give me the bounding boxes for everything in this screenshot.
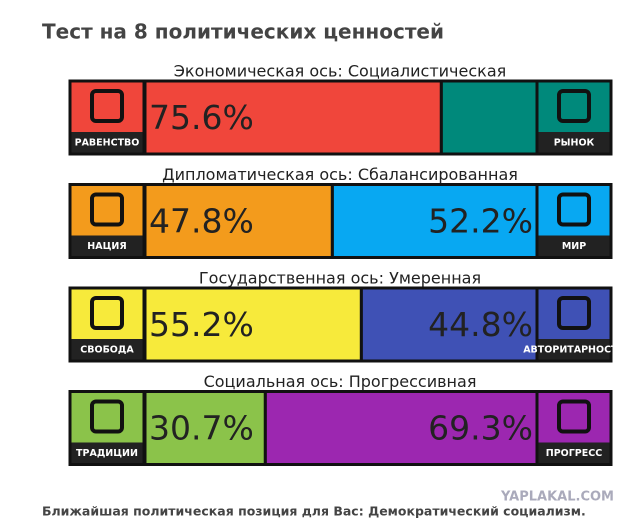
icon-symbol [557,296,591,330]
bar-segment [263,390,539,466]
bar-segment [143,79,443,156]
value-label: 75.6% [149,98,254,137]
value-label: 55.2% [149,305,254,344]
icon-symbol [90,192,124,227]
icon-label-bg [71,132,143,153]
icon-label-bg [538,339,610,360]
axis-title: Социальная ось: Прогрессивная [204,372,477,391]
icon-label: РЫНОК [554,138,595,149]
bar-segment [359,286,539,363]
value-label: 44.8% [428,305,533,344]
bar-segment [143,183,334,259]
icon-label: ТРАДИЦИИ [76,448,138,459]
bar-segment [439,79,539,156]
page-title: Тест на 8 политических ценностей [42,20,444,44]
icon-symbol [90,296,124,330]
icon-symbol [557,89,591,123]
axis-title: Государственная ось: Умеренная [199,269,481,288]
value-label: 30.7% [149,409,254,448]
icon-symbol [90,399,124,434]
footer: Ближайшая политическая позиция для Вас: … [42,504,586,519]
icon-label: РАВЕНСТВО [75,138,140,149]
icon-label: СВОБОДА [80,345,134,356]
icon-label-bg [538,235,610,256]
axis-title: Дипломатическая ось: Сбалансированная [162,165,518,184]
icon-label-bg [71,339,143,360]
axis-title: Экономическая ось: Социалистическая [174,62,507,81]
icon-label: ПРОГРЕСС [546,448,602,459]
bar-segment [143,286,363,363]
icon-label-bg [71,442,143,463]
icon-label-bg [71,235,143,256]
icon-symbol [557,192,591,227]
bar-segment [143,390,267,466]
value-label: 52.2% [428,202,533,241]
icon-label-bg [538,132,610,153]
icon-label-bg [538,442,610,463]
icon-symbol [90,89,124,123]
watermark: YAPLAKAL.COM [500,490,614,505]
icon-label: МИР [562,241,586,252]
icon-symbol [557,399,591,434]
icon-label: АВТОРИТАРНОСТЬ [523,345,625,356]
bar-segment [330,183,539,259]
icon-label: НАЦИЯ [87,241,126,252]
value-label: 47.8% [149,202,254,241]
value-label: 69.3% [428,409,533,448]
